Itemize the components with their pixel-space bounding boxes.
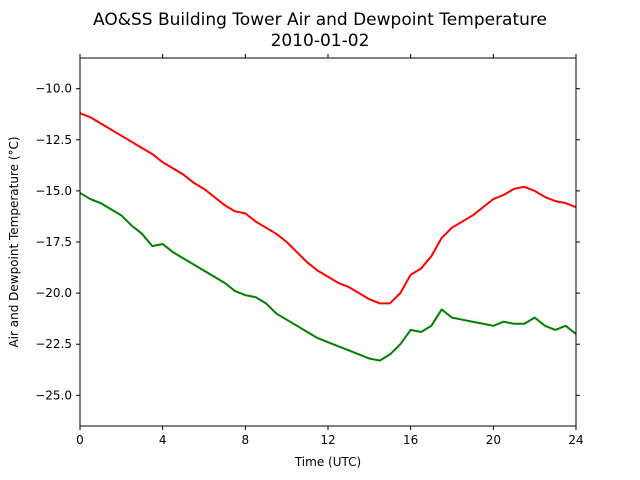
- x-tick-label: 24: [568, 433, 583, 447]
- y-tick-label: −17.5: [35, 235, 72, 249]
- axis-ticks: 0 4 8 12 16 20 24 −10.0 −12.5 −15.0 −17.5 −20.0 −22.…: [35, 54, 584, 447]
- plot-lines: [79, 112, 577, 362]
- x-tick-label: 4: [159, 433, 167, 447]
- y-tick-label: −20.0: [35, 286, 72, 300]
- x-tick-label: 12: [320, 433, 335, 447]
- y-tick-label: −25.0: [35, 388, 72, 402]
- plot-frame: [79, 57, 577, 427]
- x-tick-label: 0: [76, 433, 84, 447]
- x-tick-label: 20: [486, 433, 501, 447]
- y-tick-label: −10.0: [35, 82, 72, 96]
- y-tick-label: −12.5: [35, 133, 72, 147]
- chart-title: AO&SS Building Tower Air and Dewpoint Te…: [93, 10, 547, 30]
- series-line-2: [79, 192, 577, 362]
- x-tick-label: 8: [242, 433, 250, 447]
- chart-subtitle: 2010-01-02: [271, 31, 370, 51]
- series-line-1: [79, 112, 577, 305]
- x-axis-label: Time (UTC): [294, 455, 361, 469]
- y-axis-label: Air and Dewpoint Temperature (°C): [7, 136, 21, 347]
- y-tick-label: −22.5: [35, 337, 72, 351]
- y-tick-label: −15.0: [35, 184, 72, 198]
- x-tick-label: 16: [403, 433, 418, 447]
